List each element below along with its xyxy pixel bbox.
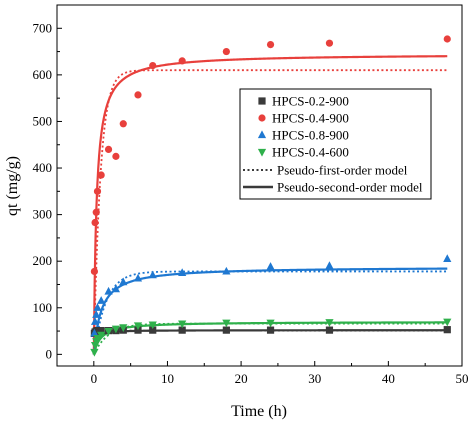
x-tick-label: 20	[235, 371, 248, 386]
data-point	[443, 254, 452, 262]
data-point	[134, 326, 142, 334]
data-point	[325, 261, 334, 269]
pso-fit-curve	[92, 267, 448, 355]
legend-label: HPCS-0.2-900	[272, 94, 349, 109]
data-point	[92, 208, 100, 216]
data-point	[133, 322, 143, 331]
data-point	[104, 286, 113, 295]
data-point	[134, 91, 142, 99]
data-point	[222, 266, 231, 275]
data-point	[443, 326, 451, 334]
data-point	[148, 270, 157, 279]
data-point	[97, 296, 106, 304]
data-point	[266, 319, 275, 328]
y-tick-label: 500	[33, 113, 53, 128]
legend-marker	[258, 114, 266, 122]
y-tick-label: 700	[33, 20, 53, 35]
data-point	[91, 218, 99, 227]
legend-marker	[257, 130, 267, 139]
data-point	[178, 268, 187, 276]
data-point	[119, 277, 128, 286]
data-point	[266, 262, 275, 270]
data-point	[111, 284, 121, 293]
data-point	[90, 328, 99, 337]
data-point	[325, 326, 334, 334]
data-point	[119, 324, 128, 332]
y-tick-label: 400	[33, 160, 53, 175]
x-tick-label: 50	[456, 371, 469, 386]
data-point	[111, 325, 121, 334]
data-point	[266, 326, 275, 334]
x-tick-label: 40	[382, 371, 395, 386]
data-points	[90, 35, 452, 357]
data-point	[148, 321, 157, 330]
y-tick-label: 0	[46, 346, 53, 361]
data-point	[93, 334, 102, 343]
y-tick-label: 200	[33, 253, 53, 268]
data-point	[266, 40, 275, 49]
data-point	[90, 348, 99, 357]
data-point	[97, 331, 106, 340]
pfo-fit-curve	[92, 270, 448, 355]
legend-label: HPCS-0.4-600	[272, 145, 349, 160]
data-point	[93, 303, 102, 311]
y-tick-label: 300	[33, 207, 53, 222]
data-point	[178, 326, 186, 334]
data-point	[112, 152, 120, 160]
y-axis-label: qt (mg/g)	[4, 156, 21, 216]
data-point	[443, 35, 451, 43]
plot-frame	[56, 4, 463, 367]
data-point	[104, 145, 113, 153]
data-point	[443, 318, 452, 327]
data-point	[104, 327, 113, 336]
legend-label: Pseudo-first-order model	[277, 163, 408, 178]
legend-marker	[258, 97, 266, 105]
data-point	[178, 57, 186, 65]
legend-box	[239, 88, 432, 200]
data-point	[92, 310, 101, 318]
data-point	[119, 120, 127, 128]
pfo-fit-curve	[93, 322, 448, 355]
data-point	[90, 317, 100, 325]
legend-label: HPCS-0.4-900	[272, 111, 349, 126]
data-point	[222, 47, 230, 56]
data-point	[90, 267, 99, 276]
legend-marker	[257, 148, 267, 157]
pfo-fit-curve	[92, 329, 448, 355]
data-point	[133, 273, 143, 282]
pfo-fit-curve	[92, 69, 448, 355]
legend: HPCS-0.2-900 HPCS-0.4-900 HPCS-0.8-900 HPCS…	[239, 88, 432, 200]
y-tick-label: 600	[33, 67, 53, 82]
x-axis-label: Time (h)	[231, 403, 287, 420]
data-point	[325, 39, 334, 47]
x-tick-label: 30	[308, 371, 321, 386]
x-tick-label: 10	[161, 371, 174, 386]
y-tick-label: 100	[33, 300, 53, 315]
data-point	[149, 61, 157, 70]
data-point	[222, 326, 230, 334]
legend-label: HPCS-0.8-900	[272, 128, 349, 143]
data-point	[325, 319, 334, 327]
x-tick-label: 0	[91, 371, 98, 386]
data-point	[93, 187, 102, 195]
pso-fit-curve	[92, 329, 448, 355]
data-point	[97, 326, 105, 335]
legend-label: Pseudo-second-order model	[277, 180, 423, 195]
data-point	[97, 171, 105, 179]
data-point	[178, 320, 187, 329]
data-point	[149, 326, 157, 334]
data-point	[93, 326, 102, 335]
data-point	[222, 319, 231, 328]
